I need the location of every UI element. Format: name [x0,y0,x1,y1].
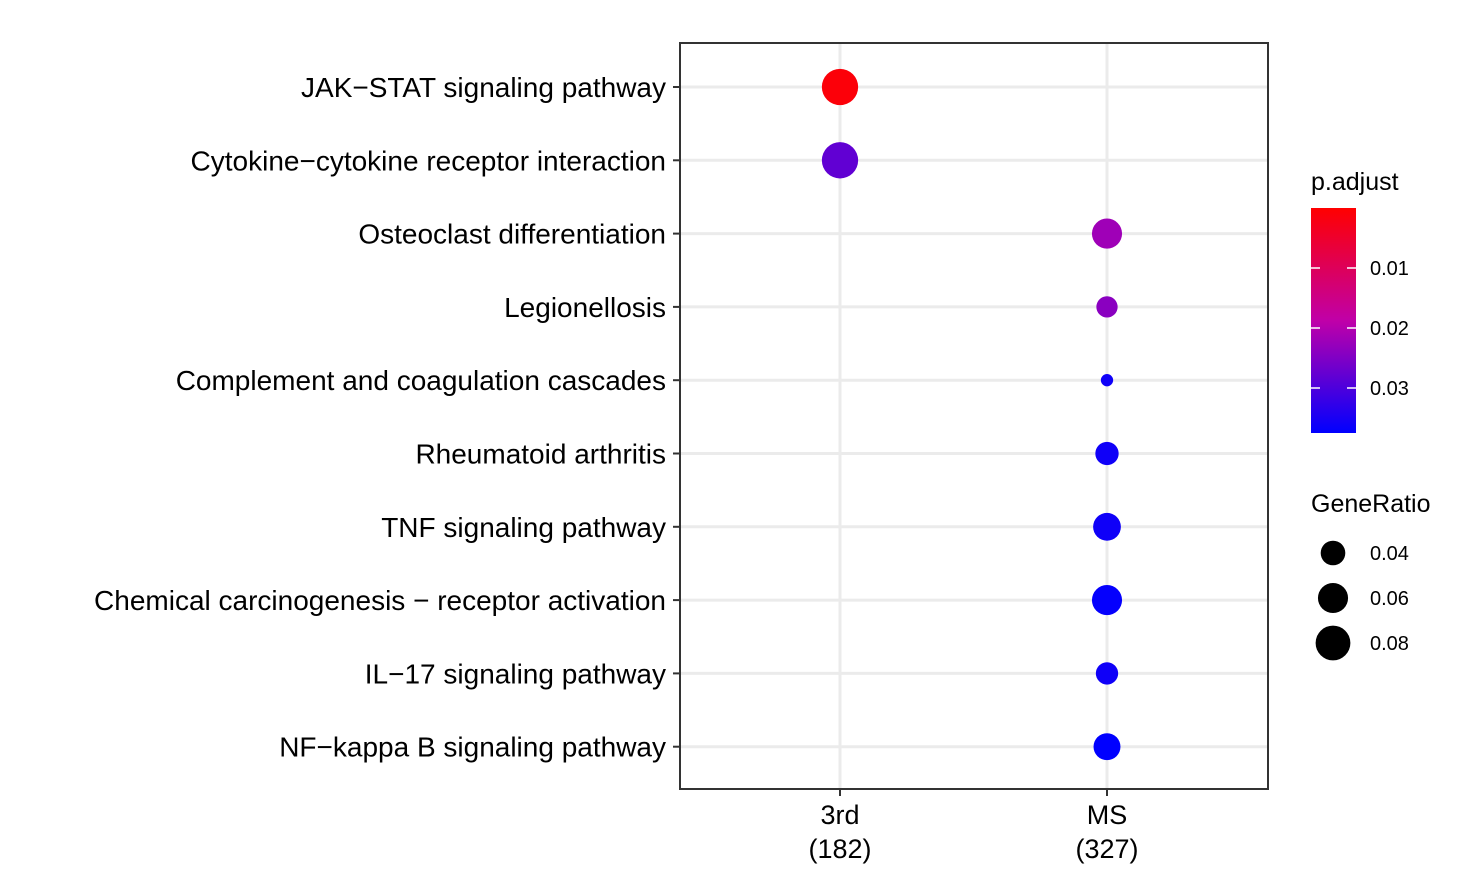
y-tick-label: IL−17 signaling pathway [365,658,666,689]
data-point [1091,218,1123,249]
panel-background [680,43,1268,789]
data-points [821,68,1123,761]
y-tick-label: Legionellosis [504,292,666,323]
y-tick-label: Rheumatoid arthritis [415,439,666,470]
data-point [821,142,859,179]
color-legend-label: 0.03 [1370,378,1409,400]
x-tick-label-count: (182) [808,834,871,864]
y-axis: JAK−STAT signaling pathway Cytokine−cytok… [94,72,680,763]
color-legend-label: 0.01 [1370,258,1409,280]
data-point [1093,733,1121,761]
size-legend-label: 0.04 [1370,543,1409,565]
y-tick-label: Chemical carcinogenesis − receptor activ… [94,585,666,616]
x-tick-label-count: (327) [1075,834,1138,864]
y-tick-label: TNF signaling pathway [381,512,666,543]
size-legend-label: 0.08 [1370,633,1409,655]
data-point [1093,512,1121,541]
x-tick-label: MS [1087,800,1128,830]
size-legend-key [1317,582,1349,614]
data-point [1095,441,1119,466]
y-tick-label: Complement and coagulation cascades [176,365,666,396]
size-legend-title: GeneRatio [1311,490,1431,518]
size-legend: GeneRatio 0.04 0.06 0.08 [1311,490,1431,661]
data-point [1096,296,1118,318]
data-point [821,68,859,106]
color-legend-title: p.adjust [1311,168,1399,196]
color-legend: p.adjust 0.01 0.02 0.03 [1311,168,1409,433]
x-axis: 3rd (182) MS (327) [808,789,1139,864]
size-legend-key [1320,540,1346,566]
data-point [1100,374,1114,387]
x-tick-label: 3rd [820,800,859,830]
y-tick-label: Cytokine−cytokine receptor interaction [191,145,666,176]
y-tick-label: Osteoclast differentiation [358,219,666,250]
data-point [1091,585,1123,616]
color-legend-label: 0.02 [1370,318,1409,340]
size-legend-label: 0.06 [1370,588,1409,610]
size-legend-key [1315,625,1351,661]
y-tick-label: JAK−STAT signaling pathway [301,72,666,103]
color-legend-bar [1311,208,1356,433]
y-tick-label: NF−kappa B signaling pathway [279,732,666,763]
data-point [1095,662,1119,685]
panel-border [679,42,1269,790]
